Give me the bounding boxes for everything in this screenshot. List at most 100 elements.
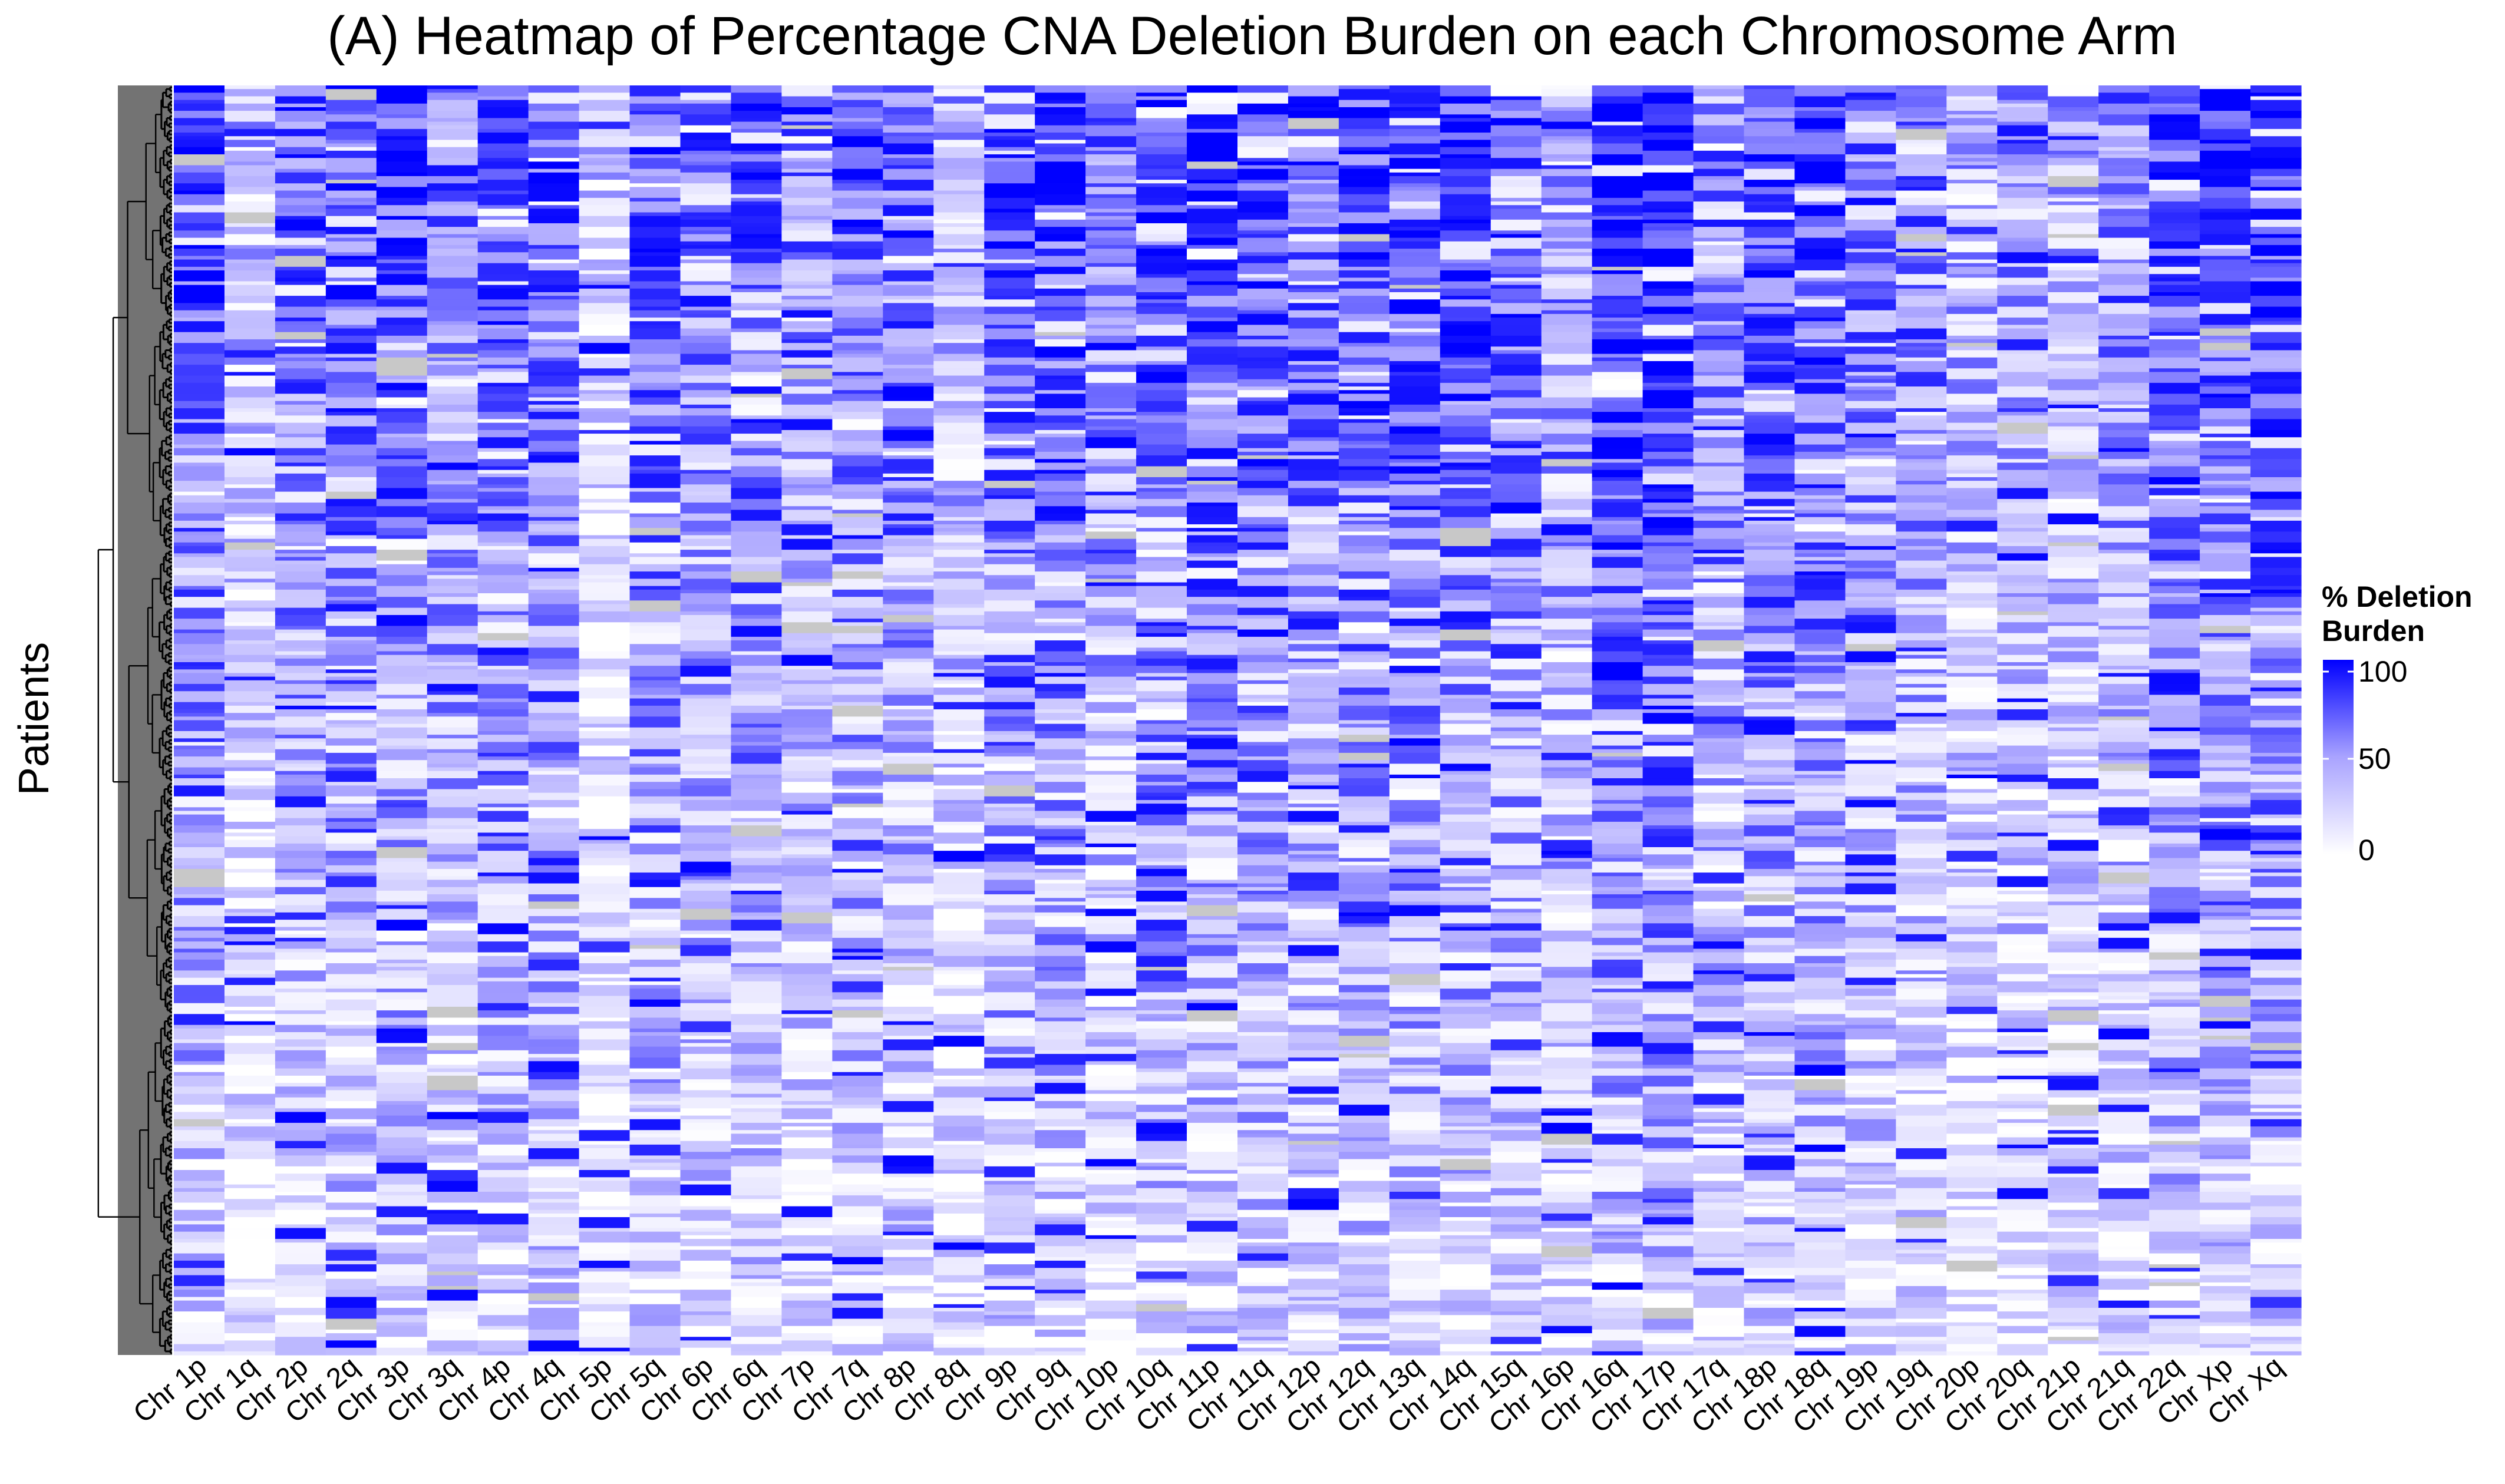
heatmap-cell	[1136, 1119, 1187, 1123]
heatmap-cell	[427, 1202, 478, 1211]
heatmap-cell	[174, 462, 225, 467]
heatmap-cell	[376, 285, 428, 296]
heatmap-cell	[832, 1148, 883, 1156]
heatmap-cell	[1136, 256, 1187, 264]
heatmap-cell	[528, 520, 580, 525]
heatmap-cell	[731, 963, 783, 967]
heatmap-cell	[1136, 1086, 1187, 1095]
heatmap-cell	[1136, 680, 1187, 692]
heatmap-cell	[174, 1130, 225, 1142]
heatmap-cell	[376, 1137, 428, 1149]
heatmap-cell	[629, 727, 681, 739]
heatmap-cell	[325, 604, 377, 612]
heatmap-cell	[1187, 683, 1238, 695]
heatmap-cell	[1187, 270, 1238, 282]
heatmap-cell	[933, 742, 985, 750]
heatmap-cell	[174, 1086, 225, 1095]
heatmap-cell	[1187, 789, 1238, 794]
heatmap-cell	[224, 249, 276, 260]
heatmap-cell	[781, 865, 833, 877]
heatmap-cell	[477, 789, 529, 801]
heatmap-cell	[629, 1068, 681, 1073]
heatmap-cell	[174, 249, 225, 256]
heatmap-cell	[1136, 829, 1187, 837]
heatmap-cell	[224, 908, 276, 913]
heatmap-cell	[1187, 1079, 1238, 1083]
heatmap-cell	[629, 1137, 681, 1145]
heatmap-cell	[224, 1238, 276, 1247]
heatmap-cell	[883, 764, 934, 775]
heatmap-cell	[1035, 205, 1086, 209]
heatmap-cell	[1035, 437, 1086, 449]
heatmap-cell	[477, 992, 529, 1004]
heatmap-cell	[224, 498, 276, 503]
heatmap-cell	[731, 836, 783, 848]
heatmap-cell	[629, 353, 681, 365]
heatmap-cell	[1136, 1017, 1187, 1022]
heatmap-cell	[579, 190, 631, 199]
heatmap-cell	[1035, 506, 1086, 514]
heatmap-cell	[1237, 865, 1289, 877]
heatmap-cell	[1187, 560, 1238, 569]
heatmap-cell	[1136, 760, 1187, 764]
heatmap-cell	[427, 868, 478, 877]
heatmap-cell	[781, 666, 833, 670]
heatmap-cell	[883, 920, 934, 931]
heatmap-cell	[376, 1093, 428, 1102]
heatmap-cell	[1085, 586, 1137, 597]
heatmap-cell	[376, 365, 428, 376]
heatmap-cell	[224, 1024, 276, 1029]
heatmap-cell	[1288, 455, 1339, 460]
heatmap-cell	[528, 636, 580, 648]
heatmap-cell	[1035, 1039, 1086, 1051]
heatmap-cell	[781, 107, 833, 115]
heatmap-cell	[1187, 1344, 1238, 1352]
heatmap-cell	[275, 520, 326, 525]
heatmap-cell	[376, 103, 428, 115]
heatmap-cell	[1187, 1297, 1238, 1308]
heatmap-cell	[275, 216, 326, 220]
heatmap-cell	[376, 528, 428, 536]
heatmap-cell	[427, 683, 478, 692]
heatmap-cell	[1288, 611, 1339, 619]
heatmap-cell	[1085, 429, 1137, 438]
heatmap-cell	[1136, 412, 1187, 416]
heatmap-cell	[1187, 477, 1238, 481]
heatmap-cell	[477, 531, 529, 543]
heatmap-cell	[883, 249, 934, 256]
heatmap-cell	[477, 669, 529, 677]
heatmap-cell	[427, 941, 478, 953]
heatmap-cell	[579, 952, 631, 957]
heatmap-cell	[427, 952, 478, 964]
heatmap-cell	[376, 992, 428, 1000]
heatmap-cell	[832, 662, 883, 670]
heatmap-cell	[1237, 1238, 1289, 1243]
heatmap-cell	[933, 626, 985, 630]
heatmap-cell	[1187, 1217, 1238, 1221]
heatmap-cell	[325, 1340, 377, 1349]
heatmap-cell	[1136, 792, 1187, 797]
heatmap-cell	[832, 829, 883, 841]
heatmap-cell	[1136, 981, 1187, 993]
heatmap-cell	[174, 546, 225, 554]
heatmap-cell	[1136, 774, 1187, 782]
heatmap-cell	[1136, 92, 1187, 97]
heatmap-cell	[174, 183, 225, 191]
heatmap-cell	[376, 644, 428, 652]
heatmap-cell	[933, 731, 985, 735]
heatmap-cell	[680, 1311, 732, 1316]
heatmap-cell	[1035, 1337, 1086, 1345]
heatmap-cell	[1085, 1166, 1137, 1171]
heatmap-cell	[528, 397, 580, 402]
heatmap-cell	[629, 981, 681, 986]
heatmap-cell	[933, 825, 985, 833]
heatmap-cell	[376, 1083, 428, 1095]
heatmap-cell	[1085, 209, 1137, 213]
heatmap-cell	[1237, 771, 1289, 782]
heatmap-cell	[680, 550, 732, 558]
heatmap-cell	[275, 920, 326, 928]
heatmap-cell	[275, 683, 326, 695]
heatmap-cell	[174, 1039, 225, 1044]
heatmap-cell	[680, 589, 732, 594]
heatmap-cell	[427, 234, 478, 239]
